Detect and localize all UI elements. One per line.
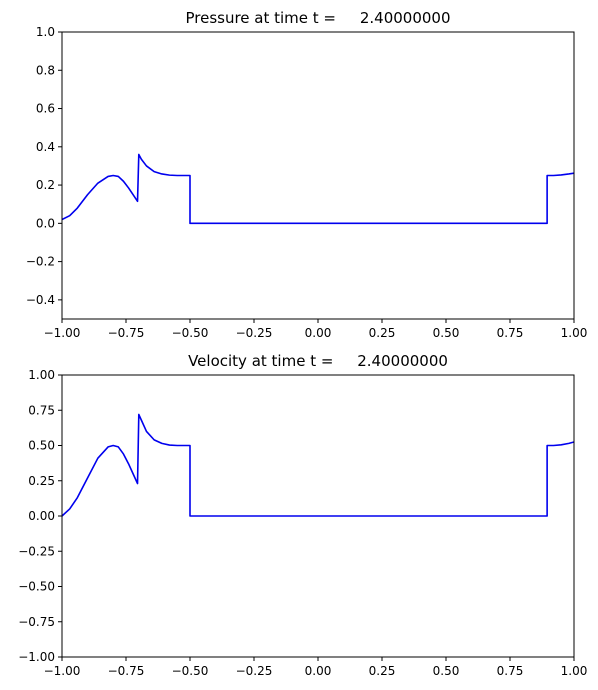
velocity-y-tick-label: 0.25 xyxy=(28,474,55,488)
velocity-y-tick-label: 0.50 xyxy=(28,439,55,453)
pressure-y-tick-label: 0.4 xyxy=(36,140,55,154)
velocity-chart: Velocity at time t = 2.40000000 −1.00 −0.… xyxy=(18,352,587,678)
pressure-x-tick-label: −0.50 xyxy=(172,326,209,340)
pressure-x-tick-label: 0.50 xyxy=(433,326,460,340)
pressure-x-tick-label: 0.00 xyxy=(305,326,332,340)
pressure-x-tick-label: −1.00 xyxy=(44,326,81,340)
velocity-y-tick-label: −0.75 xyxy=(18,615,55,629)
velocity-x-tick-label: 0.75 xyxy=(497,664,524,678)
velocity-y-tick-label: 0.00 xyxy=(28,509,55,523)
pressure-y-tick-label: −0.4 xyxy=(26,293,55,307)
velocity-x-tick-label: 0.25 xyxy=(369,664,396,678)
pressure-y-tick-label: 0.2 xyxy=(36,178,55,192)
pressure-y-tick-label: 0.0 xyxy=(36,216,55,230)
pressure-y-tick-label: −0.2 xyxy=(26,255,55,269)
pressure-x-tick-label: −0.25 xyxy=(236,326,273,340)
velocity-x-tick-label: −0.25 xyxy=(236,664,273,678)
pressure-chart-title: Pressure at time t = 2.40000000 xyxy=(185,9,450,27)
velocity-x-tick-label: −0.50 xyxy=(172,664,209,678)
pressure-x-tick-label: 0.75 xyxy=(497,326,524,340)
pressure-y-tick-label: 0.6 xyxy=(36,102,55,116)
pressure-y-tick-label: 0.8 xyxy=(36,63,55,77)
pressure-chart: Pressure at time t = 2.40000000 −1.00 −0.… xyxy=(26,9,588,340)
pressure-x-tick-label: 1.00 xyxy=(561,326,588,340)
velocity-x-tick-label: 1.00 xyxy=(561,664,588,678)
velocity-chart-title: Velocity at time t = 2.40000000 xyxy=(188,352,448,370)
velocity-x-tick-label: 0.00 xyxy=(305,664,332,678)
velocity-y-tick-label: 1.00 xyxy=(28,368,55,382)
velocity-y-tick-label: −0.25 xyxy=(18,544,55,558)
velocity-x-tick-label: −0.75 xyxy=(108,664,145,678)
pressure-y-tick-label: 1.0 xyxy=(36,25,55,39)
velocity-series-line xyxy=(62,413,574,517)
velocity-y-tick-label: −1.00 xyxy=(18,650,55,664)
pressure-series-line xyxy=(62,153,574,225)
velocity-x-tick-label: −1.00 xyxy=(44,664,81,678)
pressure-x-tick-label: 0.25 xyxy=(369,326,396,340)
velocity-x-tick-label: 0.50 xyxy=(433,664,460,678)
velocity-y-tick-label: −0.50 xyxy=(18,580,55,594)
pressure-x-tick-label: −0.75 xyxy=(108,326,145,340)
velocity-y-tick-label: 0.75 xyxy=(28,403,55,417)
